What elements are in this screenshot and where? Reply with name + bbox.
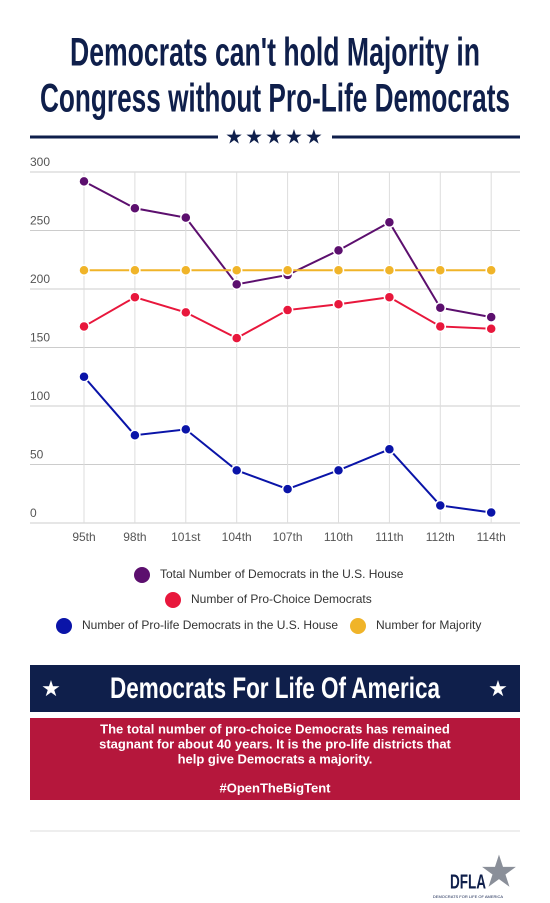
point xyxy=(383,443,396,456)
message-line: The total number of pro-choice Democrats… xyxy=(100,721,450,736)
legend-label: Number for Majority xyxy=(376,618,481,632)
legend-marker xyxy=(134,567,150,583)
point xyxy=(281,483,294,495)
point xyxy=(281,264,294,277)
point xyxy=(129,291,141,303)
banner-title: Democrats For Life Of America xyxy=(110,672,440,705)
hashtag: #OpenTheBigTent xyxy=(220,780,332,795)
point xyxy=(332,298,345,310)
point xyxy=(230,332,243,344)
point xyxy=(434,499,447,512)
x-tick-label: 111th xyxy=(375,530,403,544)
stars: ★★★★★ xyxy=(225,126,325,148)
y-tick-label: 0 xyxy=(30,506,37,520)
x-tick-label: 107th xyxy=(273,530,303,544)
x-tick-label: 98th xyxy=(123,530,146,544)
point xyxy=(434,301,447,314)
point xyxy=(78,371,90,383)
y-tick-label: 200 xyxy=(30,272,50,286)
point xyxy=(230,278,243,291)
message-line: stagnant for about 40 years. It is the p… xyxy=(99,736,451,751)
x-tick-label: 95th xyxy=(72,530,95,544)
point xyxy=(78,264,90,277)
title-line: Congress without Pro-Life Democrats xyxy=(40,77,510,121)
point xyxy=(180,423,192,436)
chart: 0 50 100 150 200 250 300 95th 98th 101st 104th 107t… xyxy=(30,155,520,634)
star: ★ xyxy=(488,676,508,701)
point xyxy=(230,464,243,477)
point xyxy=(332,464,345,477)
point xyxy=(485,323,497,335)
logo-star: ★ xyxy=(479,848,518,897)
point xyxy=(332,244,345,257)
point xyxy=(180,264,192,277)
x-tick-label: 114th xyxy=(477,530,506,544)
message-line: help give Democrats a majority. xyxy=(178,751,373,766)
x-tick-label: 110th xyxy=(324,530,353,544)
legend-label: Number of Pro-Choice Democrats xyxy=(191,592,372,606)
point xyxy=(485,264,497,277)
point xyxy=(129,264,141,277)
point xyxy=(129,202,141,215)
x-tick-label: 112th xyxy=(426,530,455,544)
banner xyxy=(30,665,520,712)
y-tick-label: 100 xyxy=(30,389,50,403)
point xyxy=(485,311,497,323)
y-tick-label: 50 xyxy=(30,448,44,462)
y-tick-label: 300 xyxy=(30,155,50,169)
x-tick-label: 104th xyxy=(222,530,252,544)
point xyxy=(78,320,90,333)
point xyxy=(129,429,141,441)
legend-marker xyxy=(350,618,366,634)
legend-label: Total Number of Democrats in the U.S. Ho… xyxy=(160,567,404,581)
point xyxy=(383,264,396,277)
point xyxy=(180,306,192,319)
point xyxy=(383,291,396,303)
y-tick-label: 150 xyxy=(30,331,50,345)
point xyxy=(78,175,90,188)
point xyxy=(332,264,345,277)
star: ★ xyxy=(41,676,61,701)
legend-marker xyxy=(165,592,181,608)
logo-mark: DFLA xyxy=(450,871,486,893)
message-box xyxy=(30,718,520,800)
point xyxy=(180,211,192,224)
point xyxy=(383,216,396,229)
title-line: Democrats can't hold Majority in xyxy=(70,31,480,75)
point xyxy=(485,506,497,519)
logo-tagline: DEMOCRATS FOR LIFE OF AMERICA xyxy=(433,894,503,899)
legend-marker xyxy=(56,618,72,634)
legend-label: Number of Pro-life Democrats in the U.S.… xyxy=(82,618,338,632)
point xyxy=(434,264,447,277)
point xyxy=(230,264,243,277)
point xyxy=(281,304,294,316)
point xyxy=(434,320,447,333)
y-tick-label: 250 xyxy=(30,214,50,228)
x-tick-label: 101st xyxy=(171,530,201,544)
